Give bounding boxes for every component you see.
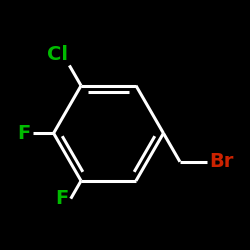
Text: F: F [18,124,31,143]
Text: F: F [55,189,68,208]
Text: Br: Br [210,152,234,171]
Text: Cl: Cl [47,45,68,64]
